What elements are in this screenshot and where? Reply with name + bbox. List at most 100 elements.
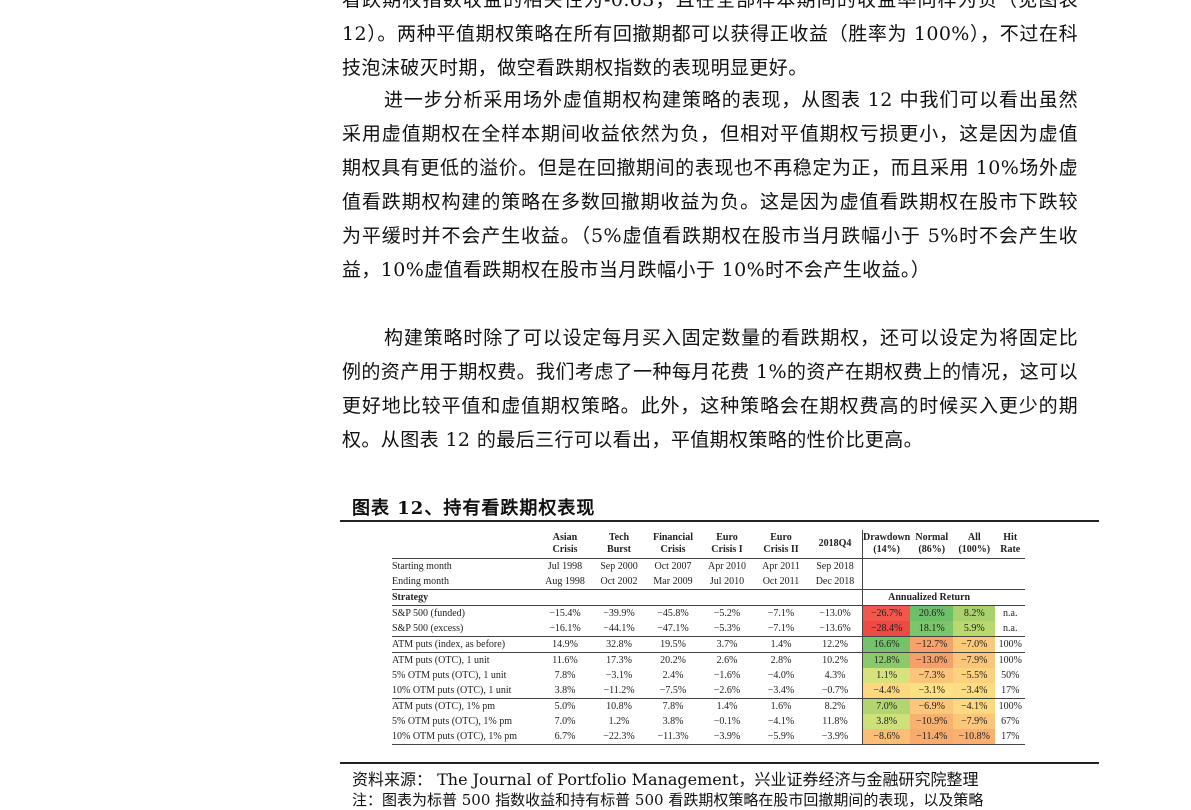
table-cell: [862, 574, 911, 590]
table-cell: 11.8%: [808, 714, 863, 729]
figure-source: 资料来源： The Journal of Portfolio Managemen…: [352, 770, 979, 789]
table-cell: [862, 558, 911, 574]
row-label: 10% OTM puts (OTC), 1% pm: [392, 729, 538, 745]
table-cell: 20.2%: [660, 655, 686, 666]
strategy-header-row: Strategy Annualized Return: [392, 589, 1026, 606]
heatmap-cell: 12.8%: [862, 652, 911, 668]
table-cell: 11.6%: [552, 655, 578, 666]
table-cell: 19.5%: [646, 636, 700, 653]
table-cell: [995, 589, 1026, 606]
table-cell: [700, 589, 754, 606]
table-cell: Dec 2018: [808, 574, 863, 590]
table-cell: 7.8%: [554, 670, 576, 681]
body-paragraph-2: 进一步分析采用场外虚值期权构建策略的表现，从图表 12 中我们可以看出虽然采用虚…: [342, 89, 1078, 281]
figure-note: 注：图表为标普 500 指数收益和持有标普 500 看跌期权策略在股市回撤期间的…: [352, 791, 984, 809]
table-cell: −2.6%: [700, 683, 754, 699]
table-cell: −1.6%: [713, 670, 741, 681]
table-row: ATM puts (index, as before) 14.9% 32.8% 19.…: [392, 636, 1026, 653]
column-header: 2018Q4: [808, 530, 863, 559]
table-cell: [995, 559, 1025, 575]
table-row: 10% OTM puts (OTC), 1% pm 6.7% −22.3% −11.3…: [392, 729, 1026, 745]
column-header: Drawdown (14%): [862, 530, 911, 559]
hit-rate-cell: 100%: [995, 636, 1026, 653]
table-cell: −44.1%: [592, 621, 646, 637]
table-cell: −16.1%: [538, 621, 592, 637]
table-cell: 8.2%: [808, 698, 863, 714]
table-cell: Mar 2009: [646, 574, 700, 590]
table-cell: −5.2%: [713, 608, 741, 619]
row-label: ATM puts (OTC), 1% pm: [392, 701, 496, 712]
table-cell: −5.3%: [700, 621, 754, 637]
row-label: 5% OTM puts (OTC), 1 unit: [392, 670, 507, 681]
heatmap-cell: 3.8%: [862, 714, 911, 729]
heatmap-cell: −28.4%: [862, 621, 911, 637]
table-cell: 1.2%: [608, 716, 630, 727]
table-cell: 2.8%: [770, 655, 792, 666]
put-option-performance-table: Asian Crisis Tech Burst Financial Crisis Euro C…: [392, 530, 1026, 745]
table-cell: [646, 589, 700, 606]
table-cell: Apr 2011: [762, 561, 800, 572]
table-cell: −15.4%: [549, 608, 581, 619]
heatmap-cell: −7.3%: [910, 668, 954, 683]
table-cell: −3.4%: [754, 683, 808, 699]
table-cell: Jul 1998: [547, 561, 583, 572]
heatmap-cell: −10.9%: [910, 714, 954, 729]
table-cell: 1.6%: [770, 701, 792, 712]
heatmap-cell: −7.9%: [953, 714, 996, 729]
heatmap-cell: 5.9%: [953, 621, 996, 637]
table-cell: [910, 574, 954, 590]
heatmap-cell: −10.8%: [953, 729, 996, 745]
table-row: ATM puts (OTC), 1 unit 11.6% 17.3% 20.2% 2.6…: [392, 652, 1025, 668]
table-cell: −3.9%: [808, 729, 863, 745]
hit-rate-cell: 50%: [1001, 670, 1020, 681]
table-cell: [754, 589, 808, 606]
table-cell: Sep 2018: [808, 558, 863, 574]
table-cell: −11.2%: [592, 683, 646, 699]
column-header: Hit Rate: [995, 530, 1026, 559]
table-cell: −11.3%: [646, 729, 700, 745]
body-paragraph-3: 构建策略时除了可以设定每月买入固定数量的看跌期权，还可以设定为将固定比例的资产用…: [342, 327, 1078, 451]
table-cell: 32.8%: [592, 636, 646, 653]
table-cell: 7.0%: [554, 716, 576, 727]
table-cell: −47.1%: [646, 621, 700, 637]
table-cell: −4.0%: [767, 670, 795, 681]
table-cell: −5.9%: [754, 729, 808, 745]
column-header: Tech Burst: [592, 530, 646, 559]
table-cell: Oct 2002: [592, 574, 646, 590]
table-cell: [808, 589, 863, 606]
column-header: Asian Crisis: [538, 530, 592, 559]
table-cell: −3.1%: [605, 670, 633, 681]
table-row: Starting month Jul 1998 Sep 2000 Oct 2007 Ap…: [392, 558, 1025, 575]
table-cell: Oct 2011: [754, 574, 808, 590]
heatmap-cell: −5.5%: [953, 668, 996, 683]
table-cell: 14.9%: [538, 636, 592, 653]
table-row: S&P 500 (funded) −15.4% −39.9% −45.8% −5.2% −…: [392, 605, 1025, 621]
table-cell: −22.3%: [592, 729, 646, 745]
heatmap-cell: 1.1%: [862, 668, 911, 683]
heatmap-cell: 18.1%: [910, 621, 954, 637]
hit-rate-cell: 67%: [1001, 716, 1020, 727]
heatmap-cell: −3.4%: [953, 683, 996, 699]
table-cell: 1.4%: [716, 701, 738, 712]
figure-bottom-rule: [340, 762, 1099, 764]
table-cell: 4.3%: [808, 668, 863, 683]
table-cell: 2.6%: [716, 655, 738, 666]
table-cell: Oct 2007: [654, 561, 692, 572]
table-cell: −4.1%: [767, 716, 795, 727]
table-cell: −0.7%: [808, 683, 863, 699]
hit-rate-cell: 100%: [998, 655, 1022, 666]
row-label: ATM puts (index, as before): [392, 636, 538, 653]
heatmap-cell: −13.0%: [910, 652, 954, 668]
table-cell: −13.0%: [808, 605, 863, 621]
table-row: S&P 500 (excess) −16.1% −44.1% −47.1% −5.3% −…: [392, 621, 1026, 637]
table-cell: −7.5%: [646, 683, 700, 699]
row-label: 5% OTM puts (OTC), 1% pm: [392, 716, 512, 727]
table-cell: −0.1%: [713, 716, 741, 727]
heatmap-cell: −7.9%: [953, 652, 996, 668]
table-cell: −45.8%: [657, 608, 689, 619]
column-header: Euro Crisis I: [700, 530, 754, 559]
table-cell: 3.8%: [538, 683, 592, 699]
heatmap-cell: −8.6%: [862, 729, 911, 745]
heatmap-cell: 20.6%: [910, 605, 954, 621]
heatmap-cell: 7.0%: [862, 698, 911, 714]
